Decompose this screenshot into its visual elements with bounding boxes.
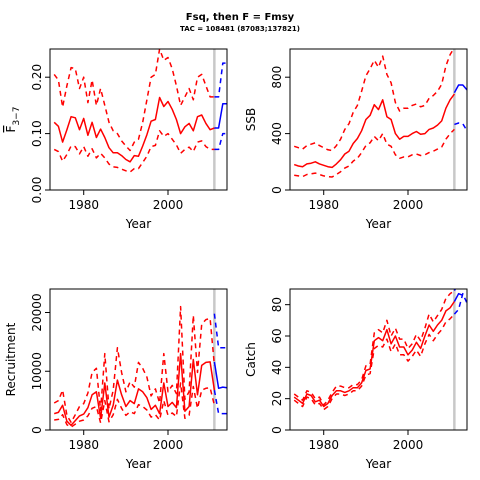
catch-ytick-label-4: 80 [270,297,284,312]
fbar-series-historical-dashed-1 [53,49,215,152]
catch-series-group [293,289,467,411]
catch-ytick-label-0: 0 [270,426,284,434]
fbar-ytick-label-2: 0.20 [30,64,44,91]
fbar-ylabel-sub: 3−7 [12,107,22,126]
ssb-series-projection-dashed-5 [454,122,467,132]
catch-ytick-label-2: 40 [270,360,284,375]
recruitment-series-projection-dashed-4 [213,313,227,349]
figure-title: Fsq, then F = Fmsy [186,12,295,23]
recruitment-series-projection-solid-3 [213,361,227,390]
ssb-xtick-label-0: 1980 [308,198,339,212]
ssb-ylabel: SSB [244,108,258,131]
recruitment-xtick-label-1: 2000 [153,438,184,452]
fbar-series-projection-dashed-5 [214,132,227,151]
panel-ssb: 1980 2000 0 400 800 Year SSB [244,41,468,231]
recruitment-ytick-label-0: 0 [30,426,44,434]
ssb-series-historical-dashed-1 [293,49,455,152]
recruitment-series-historical-dashed-1 [53,305,216,424]
fbar-plot-box [49,48,228,191]
catch-series-projection-dashed-5 [453,292,467,315]
fbar-xlabel: Year [125,217,151,231]
catch-xtick-label-0: 1980 [308,438,339,452]
ssb-series-group [293,41,467,178]
recruitment-ytick-label-1: 10000 [30,352,44,390]
ssb-ytick-label-0: 0 [270,186,284,194]
catch-plot-box [289,288,468,431]
fbar-ylabel-main: F [4,125,18,132]
recruitment-xlabel: Year [125,457,151,471]
ssb-ytick-label-1: 400 [270,122,284,145]
ssb-plot-box [289,48,468,191]
catch-series-historical-solid-0 [293,301,456,408]
panel-fbar: 1980 2000 0.00 0.10 0.20 Year F3−7 [4,48,228,231]
catch-ytick-label-1: 20 [270,391,284,406]
ssb-series-historical-solid-0 [293,93,455,169]
fbar-xtick-label-0: 1980 [68,198,99,212]
catch-series-projection-solid-3 [453,292,464,302]
fbar-series-projection-solid-3 [214,102,227,129]
ssb-series-projection-solid-3 [453,84,467,94]
fbar-series-projection-dashed-4 [214,62,227,98]
catch-ylabel: Catch [244,342,258,377]
catch-series-historical-dashed-1 [293,289,455,406]
ssb-ytick-label-2: 800 [270,66,284,89]
recruitment-ylabel: Recruitment [4,322,18,396]
catch-xtick-label-1: 2000 [393,438,424,452]
ssb-xlabel: Year [365,217,391,231]
recruitment-series-historical-dashed-2 [54,382,216,428]
recruitment-series-group [53,305,227,428]
fbar-ytick-label-0: 0.00 [30,177,44,204]
fbar-xtick-label-1: 2000 [153,198,184,212]
recruitment-xtick-label-0: 1980 [68,438,99,452]
ssb-series-historical-dashed-2 [294,128,455,178]
fbar-series-historical-dashed-2 [53,130,215,173]
recruitment-series-historical-solid-0 [53,352,216,427]
catch-ytick-label-3: 60 [270,328,284,343]
figure-subtitle: TAC = 108481 (87083;137821) [180,25,300,33]
ssb-series-projection-dashed-4 [454,41,458,47]
ssb-xtick-label-1: 2000 [393,198,424,212]
panel-catch: 1980 2000 0 20 40 60 80 Year Catch [244,288,468,471]
fbar-ylabel: F3−7 [4,107,22,133]
catch-xlabel: Year [365,457,391,471]
recruitment-series-projection-dashed-5 [213,389,227,415]
fbar-ytick-label-1: 0.10 [30,120,44,147]
fbar-series-historical-solid-0 [53,96,215,163]
fbar-series-group [53,49,227,173]
recruitment-ytick-label-2: 20000 [30,293,44,331]
recruitment-plot-box [49,288,228,431]
catch-series-historical-dashed-2 [293,313,455,411]
